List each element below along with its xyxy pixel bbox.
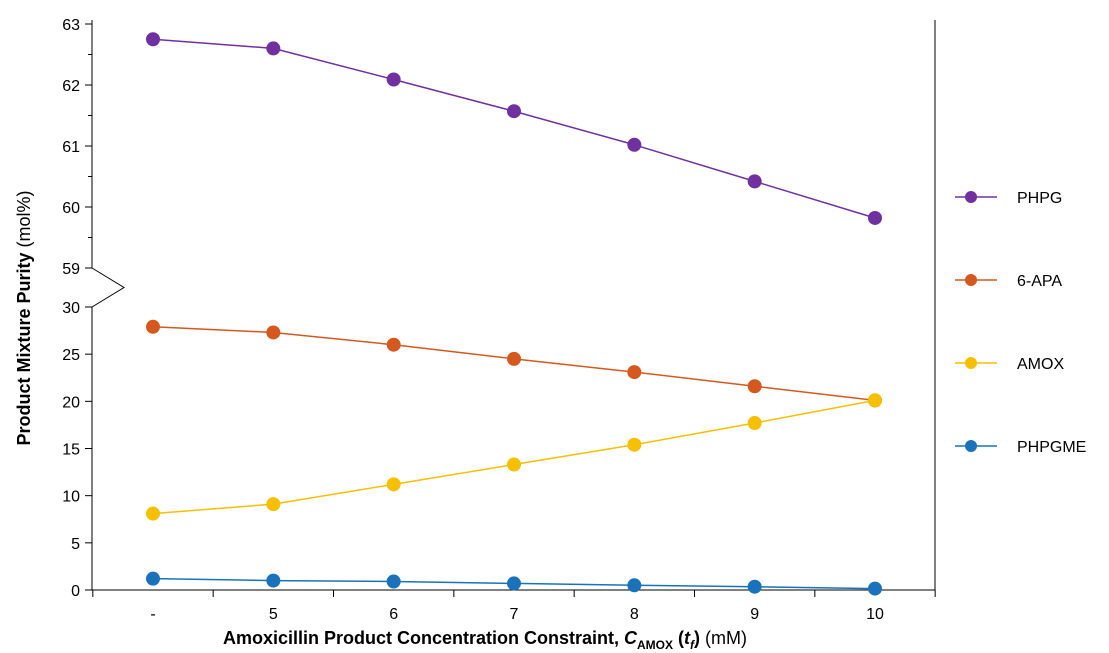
x-tick-label: 6 <box>389 606 398 623</box>
y-tick-label-upper: 59 <box>62 261 80 278</box>
point-phpg <box>146 32 160 47</box>
point-phpgme <box>266 573 281 588</box>
axis-break-mark <box>91 267 125 308</box>
series-layer <box>146 32 882 596</box>
y-tick-label-upper: 62 <box>62 78 80 95</box>
point-amox <box>266 497 281 512</box>
y-tick-label-upper: 61 <box>62 139 80 156</box>
x-tick-label: - <box>150 606 155 623</box>
point-amox <box>627 437 642 452</box>
x-axis-title-c: C <box>624 628 638 648</box>
y-axis-title: Product Mixture Purity (mol%) <box>14 190 34 445</box>
legend-marker-amox <box>965 357 977 369</box>
point-phpgme <box>747 579 762 594</box>
y-tick-label-lower: 0 <box>71 583 80 600</box>
x-tick-label: 5 <box>269 606 278 623</box>
legend-marker-phpgme <box>965 440 977 452</box>
point-phpg <box>747 174 762 189</box>
point-6-apa <box>507 351 521 366</box>
point-6-apa <box>747 379 762 394</box>
point-6-apa <box>386 337 401 352</box>
y-axis-title-unit: (mol%) <box>14 190 34 252</box>
legend-label-6-apa: 6-APA <box>1017 273 1062 290</box>
x-axis-title-t: t <box>684 628 691 648</box>
point-phpgme <box>507 576 521 591</box>
point-6-apa <box>266 325 281 340</box>
point-phpg <box>507 104 521 119</box>
x-tick-label: 7 <box>510 606 519 623</box>
x-axis-title-t-sub: f <box>690 638 695 652</box>
point-amox <box>747 416 762 431</box>
legend-label-phpg: PHPG <box>1017 190 1062 207</box>
legend: PHPG 6-APA AMOX PHPGME <box>955 190 1086 456</box>
y-tick-label-lower: 30 <box>62 300 80 317</box>
axis-ticks: 59 60 61 62 63 0 5 10 15 20 25 30 - 5 6 7 8 9 10 <box>62 17 936 623</box>
point-6-apa <box>146 319 160 334</box>
legend-marker-phpg <box>965 191 977 203</box>
point-amox <box>507 457 521 472</box>
legend-label-amox: AMOX <box>1017 356 1064 373</box>
point-phpg <box>386 72 401 87</box>
x-tick-label: 8 <box>630 606 639 623</box>
x-tick-label: 10 <box>866 606 884 623</box>
point-amox <box>146 506 160 521</box>
point-phpgme <box>146 571 160 586</box>
point-phpgme <box>627 578 642 593</box>
legend-label-phpgme: PHPGME <box>1017 439 1086 456</box>
x-axis-title-bold: Amoxicillin Product Concentration Constr… <box>223 628 624 648</box>
point-phpg <box>627 137 642 152</box>
point-phpgme <box>386 574 401 589</box>
point-phpg <box>266 41 281 56</box>
y-tick-label-lower: 20 <box>62 394 80 411</box>
series-line-amox <box>152 399 876 515</box>
point-phpg <box>868 210 882 225</box>
point-amox <box>386 477 401 492</box>
y-tick-label-upper: 60 <box>62 200 80 217</box>
y-axis-title-bold: Product Mixture Purity <box>14 252 34 445</box>
x-axis-title-open: ( <box>673 628 684 648</box>
y-tick-label-lower: 15 <box>62 442 80 459</box>
y-tick-label-upper: 63 <box>62 17 80 34</box>
point-6-apa <box>627 365 642 380</box>
point-phpgme <box>868 581 882 596</box>
point-amox <box>868 393 882 408</box>
x-axis-title-unit: (mM) <box>700 628 747 648</box>
x-axis-title-close: ) <box>694 628 700 648</box>
x-axis-title-sub: AMOX <box>637 638 673 652</box>
x-tick-label: 9 <box>750 606 759 623</box>
x-axis-title: Amoxicillin Product Concentration Constr… <box>223 628 747 652</box>
y-tick-label-lower: 25 <box>62 347 80 364</box>
y-tick-label-lower: 5 <box>71 536 80 553</box>
legend-marker-6-apa <box>965 274 977 286</box>
series-line-phpg <box>152 38 876 219</box>
y-tick-label-lower: 10 <box>62 489 80 506</box>
